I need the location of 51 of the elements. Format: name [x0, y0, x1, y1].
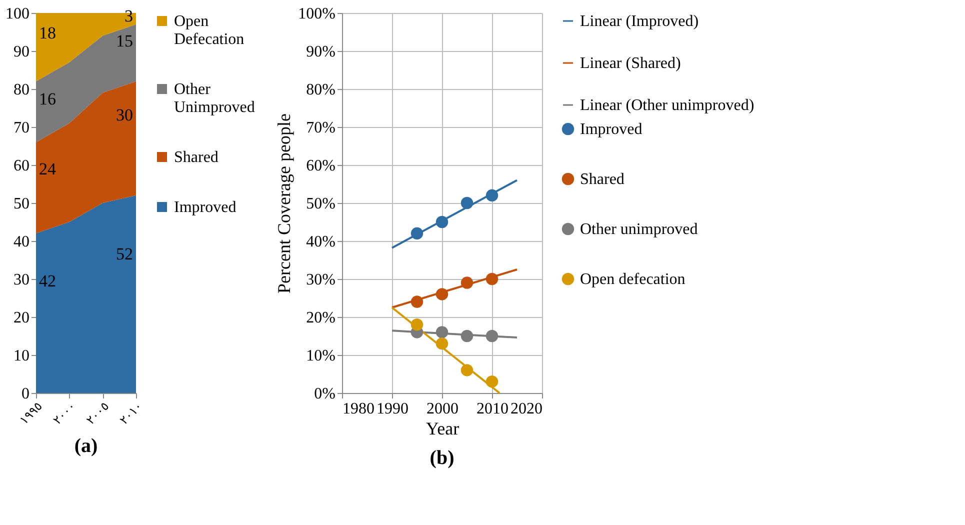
y-tick-label: 40 [14, 234, 30, 250]
x-tick-label: ٢٠٠٥ [84, 399, 112, 428]
y-tick-label: 20% [306, 310, 336, 326]
data-label: 24 [39, 160, 56, 179]
text: (a) [74, 435, 98, 458]
legend-label: Open defecation [580, 271, 686, 288]
x-tick-label: 2010 [476, 400, 508, 418]
data-label: 52 [116, 244, 133, 264]
text: (b) [430, 447, 454, 469]
y-tick-label: 100% [298, 6, 336, 22]
y-tick-label: 30% [306, 272, 336, 288]
y-tick-label: 100 [6, 6, 30, 22]
legend-label: Open Defecation [174, 13, 244, 48]
y-tick-label: 80 [14, 82, 30, 98]
y-tick-label: 60 [14, 158, 30, 174]
x-tick-label: ٢٠١٠ [116, 399, 145, 428]
y-tick-label: 20 [14, 310, 30, 326]
data-label: 16 [39, 90, 56, 109]
data-label: 30 [116, 106, 133, 125]
y-tick-label: 10 [14, 348, 30, 364]
y-tick-label: 60% [306, 158, 336, 174]
y-tick-label: 70 [14, 120, 30, 136]
y-tick-label: 50 [14, 196, 30, 212]
y-tick-label: 40% [306, 234, 336, 250]
x-tick-label: 1980 [342, 400, 374, 418]
legend-label: Shared [174, 149, 218, 166]
x-tick-label: ٢٠٠٠ [50, 399, 78, 428]
legend-label: Other unimproved [580, 221, 698, 238]
legend-label: Linear (Other unimproved) [580, 97, 754, 114]
y-tick-label: 50% [306, 196, 336, 212]
y-tick-label: 70% [306, 120, 336, 136]
y-tick-label: 80% [306, 82, 336, 98]
y-axis-title: Percent Coverage people [274, 114, 294, 294]
y-tick-label: 10% [306, 348, 336, 364]
legend-label: Improved [174, 199, 236, 216]
data-label: 42 [39, 271, 56, 290]
y-tick-label: 90% [306, 44, 336, 60]
x-tick-label: 2000 [426, 400, 458, 418]
legend-label: Shared [580, 171, 624, 188]
data-label: 18 [39, 24, 56, 43]
legend-label: Linear (Improved) [580, 13, 699, 30]
legend-label: Other Unimproved [174, 81, 255, 116]
x-axis-title: Year [426, 418, 460, 438]
y-tick-label: 30 [14, 272, 30, 288]
legend-label: Improved [580, 121, 642, 138]
y-tick-label: 0% [314, 386, 336, 402]
data-label: 15 [116, 32, 133, 50]
y-tick-label: 90 [14, 44, 30, 60]
legend-label: Linear (Shared) [580, 55, 681, 72]
x-tick-label: 1990 [376, 400, 408, 418]
x-tick-label: 2020 [510, 400, 542, 418]
